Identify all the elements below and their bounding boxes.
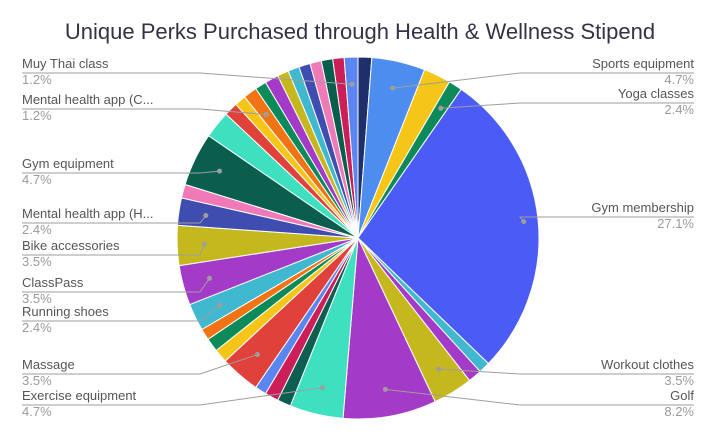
leader-line-sports-equipment	[392, 72, 694, 89]
label-pct-bike-accessories: 3.5%	[22, 254, 52, 269]
label-sports-equipment: Sports equipment	[592, 56, 694, 71]
leader-dot-gym-membership	[521, 219, 527, 224]
leader-dot-mental-health-app-c	[263, 112, 269, 117]
leader-line-running-shoes	[22, 305, 221, 322]
label-pct-yoga-classes: 2.4%	[664, 102, 694, 117]
leader-line-workout-clothes	[438, 368, 694, 375]
leader-dot-workout-clothes	[436, 366, 442, 372]
label-gym-membership: Gym membership	[591, 200, 694, 215]
leader-dot-running-shoes	[217, 302, 223, 308]
leader-dot-exercise-equipment	[320, 385, 325, 391]
leader-dot-classpass	[207, 275, 212, 281]
leader-line-classpass	[22, 278, 210, 293]
leader-dot-bike-accessories	[201, 241, 207, 247]
leader-line-yoga-classes	[440, 102, 694, 109]
label-pct-running-shoes: 2.4%	[22, 320, 52, 335]
pie-slice-muy-thai-class	[343, 56, 359, 239]
leader-line-mental-health-app-c	[22, 108, 267, 115]
label-golf: Golf	[670, 388, 694, 403]
pie-slices	[176, 56, 540, 420]
leader-dot-muy-thai-class	[349, 81, 355, 87]
label-pct-workout-clothes: 3.5%	[664, 373, 694, 388]
label-bike-accessories: Bike accessories	[22, 238, 120, 253]
label-workout-clothes: Workout clothes	[601, 357, 694, 372]
leader-line-gym-equipment	[22, 170, 220, 174]
label-pct-massage: 3.5%	[22, 373, 52, 388]
label-pct-classpass: 3.5%	[22, 291, 52, 306]
leader-line-massage	[22, 354, 258, 375]
label-pct-sports-equipment: 4.7%	[664, 72, 694, 87]
label-mental-health-app-c: Mental health app (C...	[22, 92, 154, 107]
leader-line-muy-thai-class	[22, 72, 353, 85]
leader-line-golf	[385, 388, 694, 406]
label-yoga-classes: Yoga classes	[618, 86, 695, 101]
leader-dot-golf	[382, 386, 388, 392]
label-muy-thai-class: Muy Thai class	[22, 56, 109, 71]
label-pct-exercise-equipment: 4.7%	[22, 404, 52, 419]
leader-dot-sports-equipment	[390, 85, 396, 91]
label-pct-muy-thai-class: 1.2%	[22, 72, 52, 87]
label-pct-gym-membership: 27.1%	[657, 216, 694, 231]
leader-lines	[22, 72, 694, 406]
label-mental-health-app-h: Mental health app (H...	[22, 206, 154, 221]
pie-slice-golf	[342, 236, 436, 420]
label-classpass: ClassPass	[22, 275, 84, 290]
leader-dot-mental-health-app-h	[203, 213, 209, 218]
leader-dot-massage	[255, 352, 260, 357]
chart-title: Unique Perks Purchased through Health & …	[65, 19, 655, 44]
label-gym-equipment: Gym equipment	[22, 156, 114, 171]
label-pct-mental-health-app-c: 1.2%	[22, 108, 52, 123]
leader-line-exercise-equipment	[22, 387, 323, 406]
leader-line-bike-accessories	[22, 244, 205, 256]
leader-dot-yoga-classes	[438, 105, 444, 111]
label-pct-golf: 8.2%	[664, 404, 694, 419]
leader-line-mental-health-app-h	[22, 215, 207, 224]
label-pct-mental-health-app-h: 2.4%	[22, 222, 52, 237]
label-exercise-equipment: Exercise equipment	[22, 388, 137, 403]
label-pct-gym-equipment: 4.7%	[22, 172, 52, 187]
label-massage: Massage	[22, 357, 75, 372]
pie-slice-gym-membership	[357, 88, 540, 365]
leader-dot-gym-equipment	[217, 168, 222, 174]
label-running-shoes: Running shoes	[22, 304, 109, 319]
